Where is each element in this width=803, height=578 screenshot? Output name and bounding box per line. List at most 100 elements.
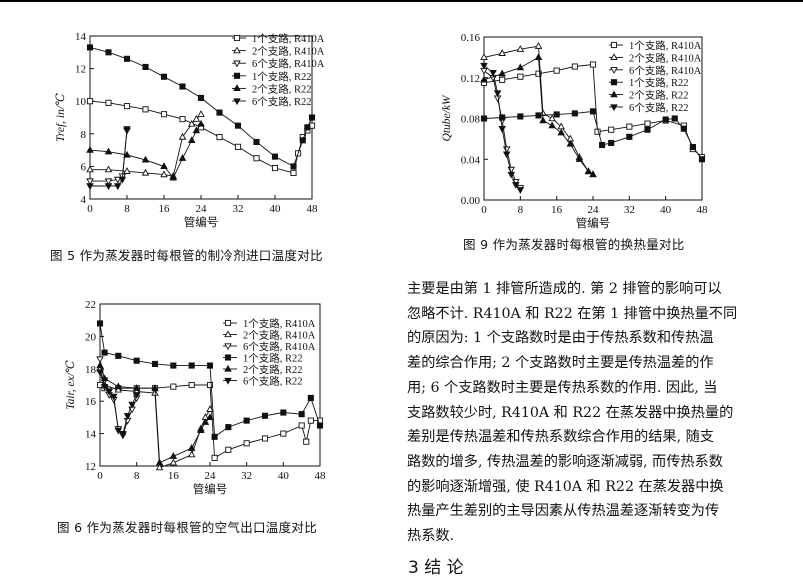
fig5-series-3 [86,127,131,186]
paragraph-line: 热系数. [407,528,455,545]
fig6-data-point [96,356,104,364]
fig6-data-point [96,369,104,377]
fig6-data-point [206,362,214,369]
fig6-data-point [170,362,177,369]
paragraph-line: 忽略不计. R410A 和 R22 在第 1 排管中换热量不同 [407,305,738,322]
fig6-data-point [123,413,132,420]
fig9-data-point [489,70,497,77]
fig5-data-point [118,176,127,184]
fig5-data-point [308,114,316,121]
fig9-y-tick-label: 0.12 [461,73,480,85]
fig5-data-point [169,173,178,181]
fig5-data-point [113,183,122,191]
fig9-data-point [644,120,651,127]
fig5-data-point [234,122,242,129]
fig5-data-point [253,155,260,162]
fig6-data-point [105,388,113,396]
fig6-data-point [151,384,159,391]
fig6-y-tick-label: 22 [85,299,96,311]
fig6-data-point [133,357,140,364]
fig9-x-axis-label: 管编号 [576,216,611,230]
fig5-x-tick-label: 0 [87,203,93,215]
fig9-data-point [589,108,597,115]
fig9-data-point [517,113,524,120]
fig9-data-point [599,141,606,149]
fig6-y-axis-label: Tair, ex/℃ [65,360,77,410]
fig9-legend-label: 1个支路, R410A [629,39,702,52]
fig9-data-point [575,155,584,162]
figure-9-chart: 0 8 16 24 32 40 48 0.00 0.04 0.08 0.12 0.16 管编号 Qtube… [441,32,709,230]
fig5-data-point [86,145,94,153]
fig5-data-point [253,138,260,146]
fig9-y-tick-label: 0.04 [461,154,481,166]
paragraph-line: 的原因为: 1 个支路数时是由于传热系数和传热温 [407,330,714,347]
fig6-data-point [280,430,287,437]
fig9-legend-marker [610,67,618,74]
fig6-data-point [187,444,196,451]
fig5-y-tick-label: 10 [75,96,87,108]
fig5-legend-label: 2个支路, R22 [252,82,312,95]
fig9-data-point [589,170,597,178]
fig9-data-point [480,53,488,61]
fig6-data-point [128,401,136,409]
fig9-data-point [498,69,506,77]
fig5-data-point [178,154,187,161]
fig9-data-point [566,139,575,147]
fig6-y-tick-label: 18 [85,364,97,376]
fig6-legend-marker [224,354,232,361]
fig5-data-point [178,132,187,140]
fig6-series-6 [96,369,141,438]
figure-6-caption: 图 6 作为蒸发器时每根管的空气出口温度对比 [57,520,318,535]
fig6-data-point [206,405,214,412]
fig5-legend-label: 6个支路, R22 [252,95,312,108]
figure-9: 0 8 16 24 32 40 48 0.00 0.04 0.08 0.12 0.16 管编号 Qtube… [400,0,803,240]
fig9-x-tick-label: 32 [624,204,635,216]
fig5-x-tick-label: 32 [233,203,244,215]
fig5-data-point [113,176,122,184]
paragraph-line: 主要是由第 1 排管所造成的. 第 2 排管的影响可以 [407,281,722,297]
fig6-x-tick-label: 48 [315,470,327,482]
fig5-data-point [104,178,113,186]
fig6-x-tick-label: 8 [134,470,140,482]
fig5-legend-marker [233,72,241,79]
fig6-series-line [99,384,320,459]
paragraph-line: 差别是传热温差和传热系数综合作用的结果, 随支 [407,429,714,446]
figure-9-caption: 图 9 作为蒸发器时每根管的换热量对比 [463,237,685,252]
fig9-x-tick-label: 24 [588,204,600,216]
fig9-y-tick-label: 0.16 [461,32,481,44]
fig5-data-point [123,103,131,110]
fig9-legend-marker [610,53,618,61]
fig5-y-tick-label: 12 [75,64,86,76]
fig9-series-line [483,110,703,160]
fig5-data-point [142,106,149,113]
fig9-x-tick-label: 40 [660,204,672,216]
fig6-y-tick-label: 12 [85,461,96,473]
fig5-data-point [187,119,196,127]
fig6-data-point [109,393,118,401]
fig9-x-tick-label: 48 [697,204,709,216]
fig6-data-point [211,433,218,440]
fig9-data-point [502,151,511,159]
fig5-data-point [187,136,196,143]
fig6-x-axis-label: 管编号 [193,482,228,496]
fig5-legend-marker [233,60,241,68]
paragraph-line: 支路数较少时, R410A 和 R22 在蒸发器中换热量的 [407,404,734,421]
fig6-data-point [188,381,195,389]
fig9-data-point [493,90,502,98]
fig5-data-point [299,137,306,144]
fig5-x-axis-label: 管编号 [184,215,219,229]
fig6-x-tick-label: 24 [205,470,217,482]
fig6-series-1 [96,381,324,461]
fig5-data-point [160,162,168,170]
fig9-data-point [571,63,578,70]
fig5-y-axis-label: Tref, in/℃ [55,93,67,142]
fig9-data-point [626,133,633,140]
fig6-data-point [280,409,287,416]
fig5-x-tick-label: 48 [307,203,319,215]
fig9-data-point [698,156,706,163]
fig6-x-tick-label: 0 [97,470,103,482]
fig9-data-point [689,143,696,151]
fig9-legend-label: 6个支路, R410A [629,64,702,77]
fig6-data-point [298,422,305,429]
fig9-data-point [608,139,615,147]
